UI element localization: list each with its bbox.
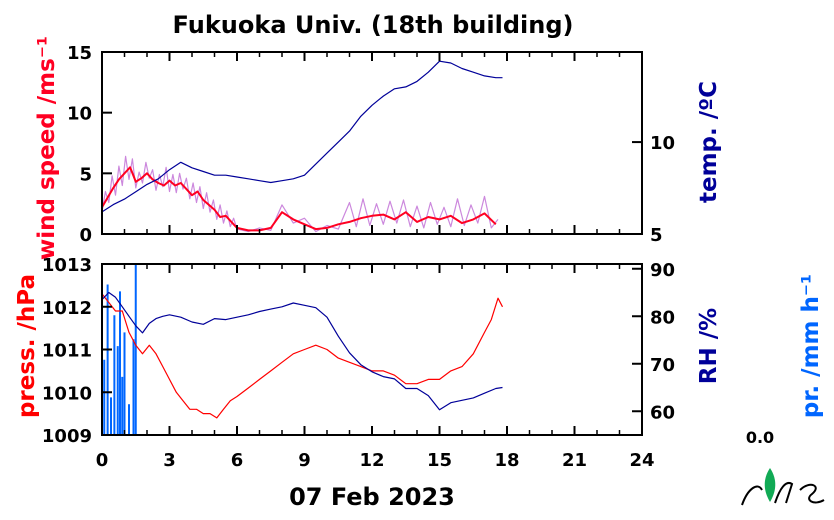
x-tick-label: 6	[231, 450, 244, 471]
lab-logo	[741, 468, 825, 506]
wind-speed-line	[101, 166, 497, 232]
tick-label: 5	[650, 225, 663, 246]
bottom-right-axis-label: RH /%	[696, 308, 722, 384]
tick-label: 5	[79, 164, 92, 185]
temperature-line	[101, 60, 503, 213]
humidity-line	[101, 291, 503, 411]
bottom-left-axis-label: press. /hPa	[14, 274, 40, 418]
precip-axis-label: pr. /mm h⁻¹	[798, 274, 824, 418]
x-tick-label: 15	[427, 450, 452, 471]
tick-label: 0	[79, 225, 92, 246]
top-left-axis-label: wind speed /ms⁻¹	[34, 36, 60, 260]
logo-strokes-icon	[741, 482, 825, 506]
top-right-axis-label: temp. /ºC	[696, 81, 722, 203]
top-panel: 0 5 10 15 5 10 wind speed /ms⁻¹ temp. /ºC	[34, 36, 722, 260]
x-tick-label: 12	[359, 450, 384, 471]
tick-label: 10	[650, 133, 675, 154]
tick-label: 1012	[42, 298, 92, 319]
tick-label: 1011	[42, 341, 92, 362]
x-tick-label: 9	[298, 450, 311, 471]
leaf-icon	[764, 468, 776, 502]
bottom-frame	[101, 263, 643, 436]
tick-label: 80	[650, 307, 675, 328]
tick-label: 70	[650, 355, 675, 376]
tick-label: 1010	[42, 383, 92, 404]
pressure-line	[101, 293, 504, 419]
bottom-panel: 1009 1010 1011 1012 1013 60 70 80 90 press. /hPa…	[14, 255, 824, 447]
tick-label: 1013	[42, 255, 92, 276]
x-tick-label: 3	[163, 450, 176, 471]
x-tick-label: 24	[629, 450, 654, 471]
date-label: 07 Feb 2023	[289, 483, 455, 511]
x-tick-label: 18	[494, 450, 519, 471]
x-tick-label: 21	[562, 450, 587, 471]
x-tick-label: 0	[96, 450, 109, 471]
tick-label: 60	[650, 402, 675, 423]
tick-label: 10	[67, 104, 92, 125]
wind-speed-raw-line	[101, 155, 499, 233]
top-frame	[101, 51, 643, 235]
tick-label: 90	[650, 260, 675, 281]
tick-label: 1009	[42, 426, 92, 447]
tick-label: 15	[67, 43, 92, 64]
chart-title: Fukuoka Univ. (18th building)	[173, 11, 574, 39]
precip-tick-label: 0.0	[746, 428, 774, 447]
